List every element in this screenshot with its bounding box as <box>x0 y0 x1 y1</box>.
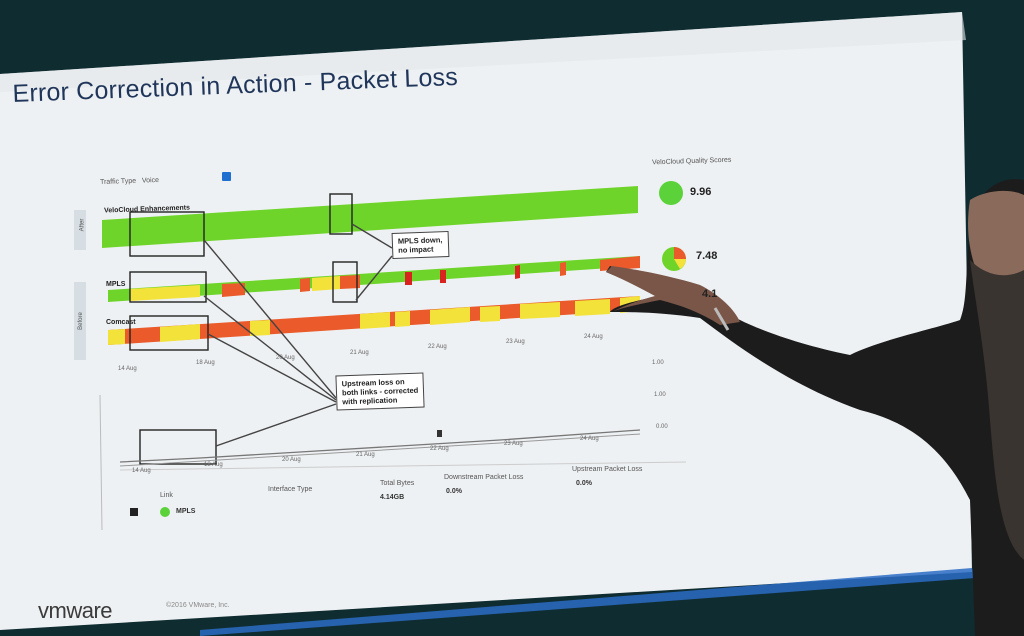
table-header-upstream: Upstream Packet Loss <box>572 466 643 473</box>
score-green-circle <box>659 181 683 205</box>
callout-upstream: Upstream loss on both links - corrected … <box>335 372 425 411</box>
top-tick: 22 Aug <box>428 344 447 350</box>
side-label-after: After <box>79 218 86 232</box>
top-tick: 14 Aug <box>118 366 137 372</box>
bottom-tick: 21 Aug <box>356 452 375 458</box>
bottom-tick: 23 Aug <box>504 441 523 447</box>
traffic-type-label: Traffic Type <box>99 177 137 187</box>
bottom-tick: 20 Aug <box>282 457 301 463</box>
table-header-interface: Interface Type <box>268 486 313 493</box>
traffic-type-value: Voice <box>141 176 160 185</box>
table-value-bytes: 4.14GB <box>380 494 405 501</box>
velocloud-bar <box>102 186 638 248</box>
top-tick: 23 Aug <box>506 339 525 345</box>
presenter <box>606 179 1024 636</box>
table-value-downstream: 0.0% <box>446 488 462 495</box>
table-header-link: Link <box>160 492 173 499</box>
row-label-mpls: MPLS <box>106 281 126 288</box>
footer-copyright: ©2016 VMware, Inc. <box>166 602 230 609</box>
table-value-upstream: 0.0% <box>576 480 592 487</box>
score-1: 9.96 <box>690 186 712 198</box>
legend-mpls: MPLS <box>176 508 196 515</box>
top-tick: 20 Aug <box>276 355 295 361</box>
bottom-tick: 24 Aug <box>580 436 599 442</box>
y-tick: 1.00 <box>654 392 666 398</box>
vmware-logo: vmware <box>38 598 113 623</box>
top-tick: 24 Aug <box>584 334 603 340</box>
bottom-tick: 22 Aug <box>430 446 449 452</box>
bottom-tick: 18 Aug <box>204 462 223 468</box>
top-tick: 21 Aug <box>350 350 369 356</box>
score-2: 7.48 <box>696 250 718 262</box>
table-header-downstream: Downstream Packet Loss <box>444 474 524 481</box>
side-label-before: Before <box>77 312 84 330</box>
table-header-bytes: Total Bytes <box>380 480 415 487</box>
y-tick: 1.00 <box>652 360 664 366</box>
row-label-comcast: Comcast <box>106 319 136 326</box>
y-tick: 0.00 <box>656 424 668 430</box>
callout-mpls-down: MPLS down, no impact <box>391 231 450 259</box>
score-3: 4.1 <box>702 288 718 300</box>
bottom-tick: 14 Aug <box>132 468 151 474</box>
top-tick: 18 Aug <box>196 360 215 366</box>
